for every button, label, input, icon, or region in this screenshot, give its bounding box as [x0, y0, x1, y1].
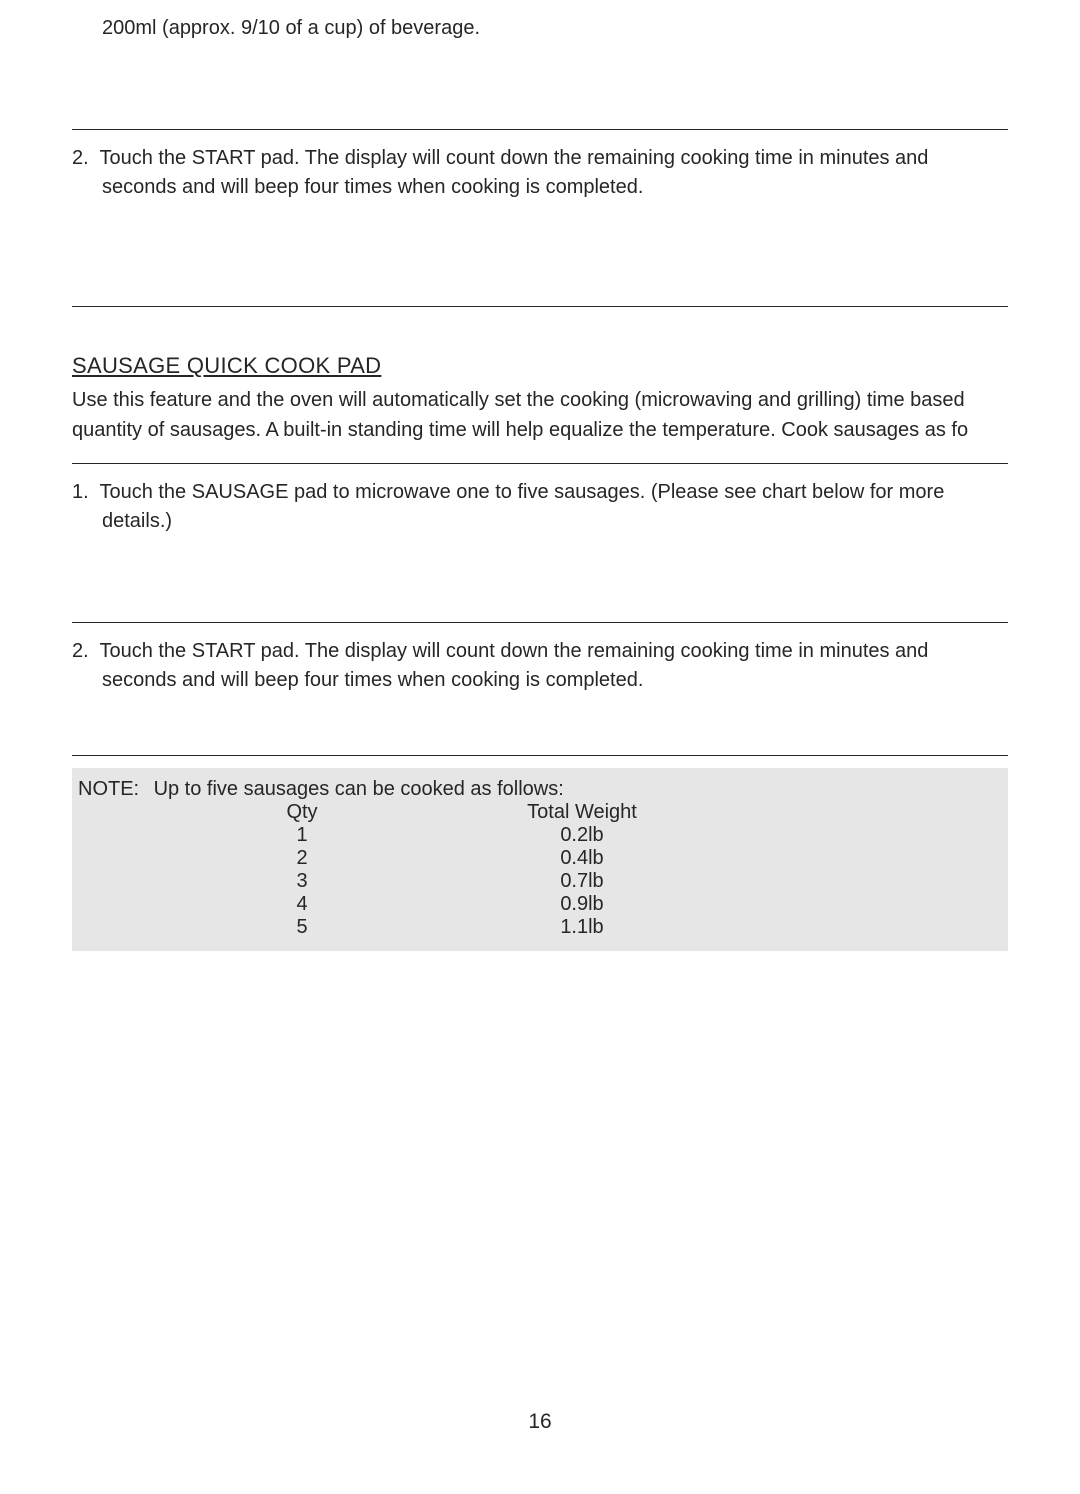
step-number: 1.	[72, 481, 89, 503]
cell-weight: 0.7lb	[452, 870, 712, 893]
cell-qty: 4	[152, 893, 452, 916]
step-number: 2.	[72, 640, 89, 662]
cell-weight: 0.4lb	[452, 847, 712, 870]
col-header-weight: Total Weight	[452, 801, 712, 824]
sausage-weight-table: Qty Total Weight 1 0.2lb 2 0.4lb 3 0.7lb…	[152, 801, 1002, 939]
cell-qty: 1	[152, 824, 452, 847]
table-row: 2 0.4lb	[152, 847, 1002, 870]
beverage-step-fragment: 200ml (approx. 9/10 of a cup) of beverag…	[72, 0, 1008, 77]
note-intro: Up to five sausages can be cooked as fol…	[154, 778, 564, 800]
note-label: NOTE:	[78, 778, 148, 801]
table-row: 5 1.1lb	[152, 916, 1002, 939]
beverage-step-2: 2. Touch the START pad. The display will…	[72, 130, 1008, 236]
cell-weight: 0.9lb	[452, 893, 712, 916]
table-header-row: Qty Total Weight	[152, 801, 1002, 824]
sausage-step-2: 2. Touch the START pad. The display will…	[72, 623, 1008, 729]
page-number: 16	[0, 1410, 1080, 1434]
note-block: NOTE: Up to five sausages can be cooked …	[72, 768, 1008, 951]
step-text: Touch the START pad. The display will co…	[99, 147, 928, 198]
sausage-step-1: 1. Touch the SAUSAGE pad to microwave on…	[72, 464, 1008, 570]
col-header-qty: Qty	[152, 801, 452, 824]
table-row: 1 0.2lb	[152, 824, 1002, 847]
cell-qty: 5	[152, 916, 452, 939]
section-heading-sausage: SAUSAGE QUICK COOK PAD	[72, 307, 1008, 379]
beverage-step-fragment-text: 200ml (approx. 9/10 of a cup) of beverag…	[72, 14, 1008, 43]
step-text: Touch the START pad. The display will co…	[99, 640, 928, 691]
cell-qty: 2	[152, 847, 452, 870]
table-row: 4 0.9lb	[152, 893, 1002, 916]
step-number: 2.	[72, 147, 89, 169]
cell-weight: 0.2lb	[452, 824, 712, 847]
step-text: Touch the SAUSAGE pad to microwave one t…	[99, 481, 944, 532]
cell-qty: 3	[152, 870, 452, 893]
table-row: 3 0.7lb	[152, 870, 1002, 893]
section-intro-sausage: Use this feature and the oven will autom…	[72, 379, 1008, 463]
cell-weight: 1.1lb	[452, 916, 712, 939]
